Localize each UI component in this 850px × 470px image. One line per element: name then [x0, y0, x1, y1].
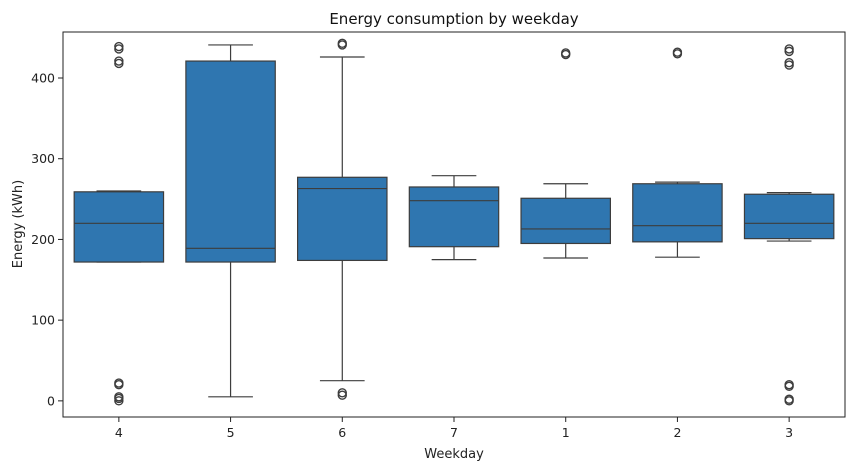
y-tick-label: 400: [31, 71, 55, 86]
box-iqr: [73, 191, 165, 263]
box-group-2: [632, 47, 723, 258]
box-group-7: [408, 175, 500, 261]
box-iqr: [632, 183, 723, 243]
outlier-point: [114, 378, 124, 388]
y-tick-label: 0: [47, 393, 55, 408]
outlier-point: [784, 394, 794, 404]
box-iqr: [743, 193, 835, 240]
box-iqr: [297, 176, 388, 262]
outlier-point: [114, 56, 124, 66]
y-axis: 0 100 200 300 400: [31, 71, 63, 408]
outlier-point: [784, 57, 794, 68]
outlier-point: [784, 44, 794, 54]
x-axis: 4 5 6 7 1 2 3: [115, 417, 793, 440]
box-group-4: [73, 41, 165, 406]
outlier-point: [337, 388, 347, 398]
x-tick-label: 7: [450, 425, 458, 440]
x-axis-label: Weekday: [424, 447, 484, 462]
outlier-point: [784, 380, 794, 390]
box-group-5: [185, 44, 276, 398]
box-group-3: [743, 44, 835, 406]
x-tick-label: 5: [227, 425, 235, 440]
outlier-point: [114, 392, 124, 402]
chart-title: Energy consumption by weekday: [329, 10, 578, 28]
x-tick-label: 2: [673, 425, 681, 440]
box-iqr: [408, 186, 500, 248]
outlier-point: [672, 47, 683, 57]
x-tick-label: 4: [115, 425, 123, 440]
box-iqr: [520, 197, 611, 245]
y-tick-label: 100: [31, 313, 55, 328]
outlier-point: [561, 48, 571, 58]
x-tick-label: 3: [785, 425, 793, 440]
plot-area: [73, 38, 835, 406]
y-axis-label: Energy (kWh): [11, 180, 26, 268]
box-group-6: [297, 38, 388, 400]
box-iqr: [185, 60, 276, 263]
outlier-point: [114, 41, 124, 52]
x-tick-label: 6: [338, 425, 346, 440]
x-tick-label: 1: [562, 425, 570, 440]
outlier-point: [337, 38, 347, 48]
y-tick-label: 300: [31, 151, 55, 166]
box-group-1: [520, 48, 611, 259]
y-tick-label: 200: [31, 232, 55, 247]
